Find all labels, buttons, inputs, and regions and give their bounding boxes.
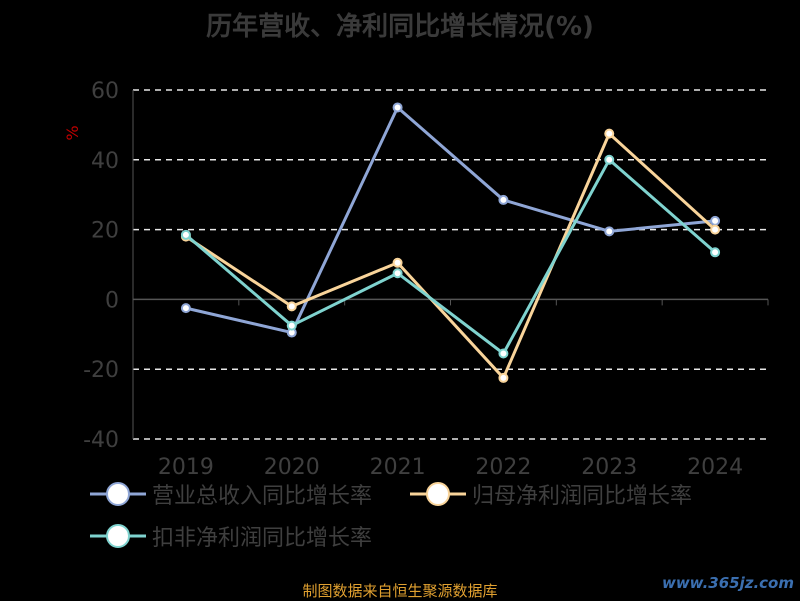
x-axis: 2019 2020 2021 2022 2023 2024	[132, 299, 769, 480]
legend-marker	[90, 524, 146, 548]
x-tick-label: 2020	[264, 455, 320, 480]
data-point	[710, 247, 721, 258]
y-tick-label: 20	[91, 219, 119, 244]
data-point	[604, 226, 615, 237]
data-point	[604, 154, 615, 165]
legend-item[interactable]: 归母净利润同比增长率	[410, 479, 692, 509]
data-point	[498, 348, 509, 359]
legend-item[interactable]: 营业总收入同比增长率	[90, 479, 372, 509]
data-point	[392, 268, 403, 279]
y-tick-label: 0	[105, 288, 119, 313]
chart-title: 历年营收、净利同比增长情况(%)	[206, 12, 594, 42]
y-axis-label: %	[63, 125, 82, 140]
data-point	[286, 301, 297, 312]
x-tick-label: 2024	[687, 455, 743, 480]
y-tick-label: 60	[91, 79, 119, 104]
data-point	[180, 303, 191, 314]
watermark: www.365jz.com	[661, 574, 794, 592]
series-lines	[180, 102, 721, 383]
series-line	[185, 132, 717, 380]
data-point	[710, 215, 721, 226]
data-point	[392, 257, 403, 268]
y-tick-label: -20	[83, 358, 119, 383]
legend-label: 归母净利润同比增长率	[472, 484, 693, 509]
data-point	[180, 229, 191, 240]
data-point	[498, 194, 509, 205]
x-tick-label: 2023	[581, 455, 637, 480]
data-point	[286, 320, 297, 331]
x-tick-label: 2019	[158, 455, 214, 480]
legend-marker	[410, 482, 466, 506]
legend-item[interactable]: 扣非净利润同比增长率	[90, 521, 372, 551]
y-axis: 60 40 20 0 -20 -40	[83, 79, 134, 453]
x-tick-label: 2021	[370, 455, 426, 480]
legend-label: 扣非净利润同比增长率	[152, 526, 373, 551]
x-tick-label: 2022	[475, 455, 531, 480]
y-tick-label: -40	[83, 428, 119, 453]
data-point	[710, 224, 721, 235]
data-point	[392, 102, 403, 113]
series-line	[185, 105, 716, 335]
series-line	[184, 158, 717, 355]
source-note: 制图数据来自恒生聚源数据库	[302, 582, 498, 600]
legend-marker	[90, 482, 146, 506]
data-point	[604, 128, 615, 139]
y-tick-label: 40	[91, 149, 119, 174]
data-point	[498, 372, 509, 383]
legend-label: 营业总收入同比增长率	[152, 484, 373, 509]
